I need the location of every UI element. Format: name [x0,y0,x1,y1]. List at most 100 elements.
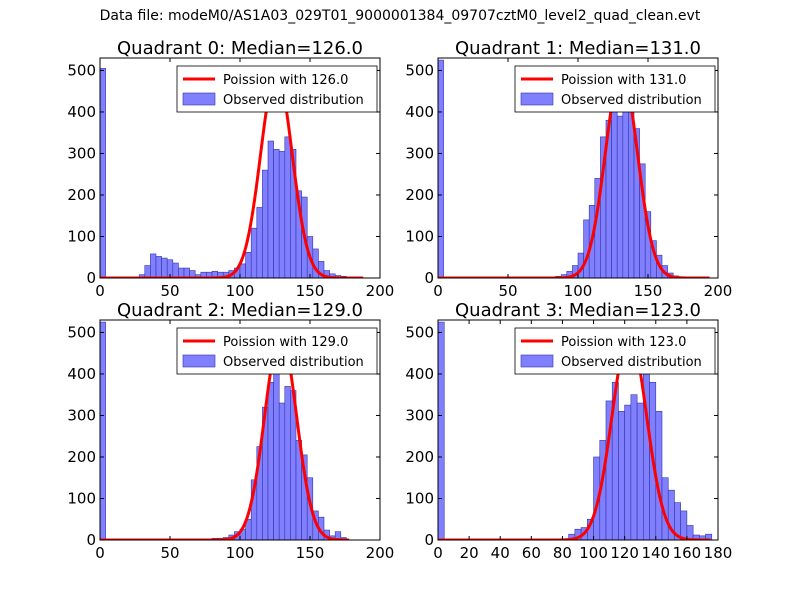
histogram-bar [624,404,632,540]
y-tick-label: 100 [405,489,434,507]
y-tick-label: 200 [67,186,96,204]
histogram-bar [100,68,106,278]
panel-title: Quadrant 3: Median=123.0 [455,300,701,321]
legend-label-poisson: Poission with 126.0 [223,73,348,88]
y-tick-label: 100 [405,227,434,245]
y-tick-label: 400 [405,365,434,383]
y-tick-label: 500 [405,61,434,79]
x-tick-label: 60 [522,544,541,562]
quadrant-1-plot-area [438,59,711,278]
y-tick-label: 300 [67,406,96,424]
quadrant-1-panel: 0 50 100 150 200 0 100 200 300 400 500 Quadrant 1: … [405,38,732,300]
poisson-curve [438,69,711,278]
panel-title: Quadrant 1: Median=131.0 [455,38,701,59]
poisson-curve [100,71,364,278]
y-tick-label: 400 [67,103,96,121]
x-tick-label: 180 [704,544,733,562]
histogram-bar [630,394,638,540]
x-tick-label: 50 [498,282,517,300]
histogram-bar [267,140,274,278]
panel-title: Quadrant 0: Median=126.0 [117,38,363,59]
histogram-bar [284,386,291,540]
y-tick-label: 500 [67,61,96,79]
histogram-bar [334,531,342,540]
x-tick-label: 0 [433,544,443,562]
x-tick-label: 200 [366,544,395,562]
histogram-bar [278,402,286,540]
panel-title: Quadrant 2: Median=129.0 [117,300,363,321]
x-tick-label: 160 [673,544,702,562]
legend-label-poisson: Poission with 123.0 [561,335,686,350]
x-tick-label: 50 [160,282,179,300]
y-tick-label: 200 [67,448,96,466]
histogram-bar [161,257,168,278]
figure-suptitle: Data file: modeM0/AS1A03_029T01_90000013… [99,8,701,24]
x-tick-label: 100 [226,544,255,562]
y-tick-label: 300 [405,144,434,162]
y-tick-label: 200 [405,448,434,466]
y-tick-label: 400 [405,103,434,121]
x-tick-label: 150 [634,282,663,300]
legend: Poission with 131.0 Observed distribution [514,65,716,113]
x-tick-label: 100 [226,282,255,300]
legend: Poission with 123.0 Observed distribution [514,327,716,375]
histogram-bar [438,59,444,278]
histogram-bar [686,525,694,540]
x-tick-label: 200 [704,282,733,300]
y-tick-label: 500 [405,323,434,341]
y-tick-label: 0 [86,531,96,549]
x-tick-label: 50 [160,544,179,562]
x-tick-label: 140 [641,544,670,562]
x-tick-label: 100 [564,282,593,300]
histogram-bar [273,371,280,540]
x-tick-label: 150 [296,544,325,562]
legend-label-poisson: Poission with 131.0 [561,73,686,88]
histogram-bar [278,151,286,278]
axes-frame [437,319,719,541]
quadrant-0-plot-area [100,68,364,278]
x-tick-label: 0 [95,544,105,562]
legend-label-observed: Observed distribution [223,355,364,370]
histogram-bar [144,265,151,278]
histogram-bar [643,352,650,540]
x-tick-label: 20 [460,544,479,562]
y-tick-label: 100 [67,489,96,507]
legend-label-observed: Observed distribution [223,93,364,108]
histogram-bar [680,510,688,540]
y-tick-label: 0 [86,269,96,287]
histogram-bar [284,136,291,278]
histogram-bar [267,381,274,540]
x-tick-label: 120 [610,544,639,562]
quadrant-3-plot-area [438,321,713,540]
histogram-bar [438,321,445,540]
y-tick-label: 100 [67,227,96,245]
poisson-curve [438,333,711,540]
x-tick-label: 0 [95,282,105,300]
x-tick-label: 40 [491,544,510,562]
legend-label-observed: Observed distribution [561,355,702,370]
y-tick-label: 0 [424,531,434,549]
x-tick-label: 0 [433,282,443,300]
legend: Poission with 129.0 Observed distribution [176,327,378,375]
x-tick-label: 150 [296,282,325,300]
legend-bar-swatch [182,92,216,106]
histogram-bar [172,262,179,278]
histogram-bar [273,149,280,278]
histogram-bar [250,227,258,278]
y-tick-label: 0 [424,269,434,287]
histogram-bar [100,321,106,540]
y-tick-label: 300 [67,144,96,162]
histogram-bar [262,169,269,278]
x-tick-label: 200 [366,282,395,300]
legend-label-poisson: Poission with 129.0 [223,335,348,350]
histogram-bar [622,95,629,278]
histogram-bar [318,261,325,278]
x-tick-label: 80 [553,544,572,562]
histogram-bar [616,115,624,278]
histogram-bar [611,103,618,278]
histogram-bar [150,253,157,278]
legend-bar-swatch [520,354,554,368]
y-tick-label: 400 [67,365,96,383]
